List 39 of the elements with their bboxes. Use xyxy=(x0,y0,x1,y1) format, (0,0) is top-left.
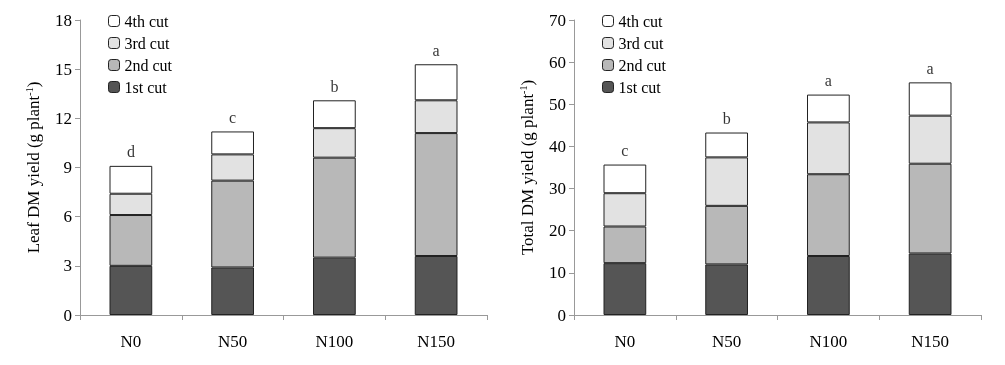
legend-label: 2nd cut xyxy=(124,56,173,74)
y-tick-label: 9 xyxy=(63,158,72,177)
y-tick-label: 3 xyxy=(63,256,72,276)
x-tick-label: N0 xyxy=(614,332,636,351)
legend-label: 2nd cut xyxy=(618,56,667,74)
y-tick-label: 18 xyxy=(55,10,72,30)
y-tick-label: 40 xyxy=(549,136,566,156)
legend-label: 3rd cut xyxy=(124,34,170,52)
legend-label: 1st cut xyxy=(124,78,168,96)
legend-label: 3rd cut xyxy=(618,34,664,52)
annotation: c xyxy=(229,108,237,126)
y-tick-label: 15 xyxy=(55,59,72,79)
x-tick-label: N50 xyxy=(217,332,248,351)
y-tick-label: 12 xyxy=(55,108,72,128)
y-tick-label: 50 xyxy=(549,94,566,114)
y-tick-label: 70 xyxy=(549,10,566,30)
legend-label: 4th cut xyxy=(124,12,170,30)
y-tick-label: 6 xyxy=(63,207,72,227)
y-tick-label: 30 xyxy=(549,179,566,199)
y-tick-label: 60 xyxy=(549,52,566,72)
y-tick-label: 20 xyxy=(549,221,566,241)
x-tick-label: N100 xyxy=(315,332,354,351)
x-tick-label: N150 xyxy=(911,332,950,351)
x-tick-label: N50 xyxy=(711,332,742,351)
y-tick-label: 0 xyxy=(63,305,72,325)
x-tick-label: N0 xyxy=(120,332,142,351)
annotation: a xyxy=(824,72,832,90)
y-tick-label: 0 xyxy=(557,305,566,325)
annotation: a xyxy=(926,59,934,77)
annotation: c xyxy=(621,142,629,160)
annotation: b xyxy=(330,77,339,95)
x-tick-label: N100 xyxy=(809,332,848,351)
y-tick-label: 10 xyxy=(549,263,566,283)
x-tick-label: N150 xyxy=(417,332,456,351)
legend-label: 4th cut xyxy=(618,12,664,30)
annotation: b xyxy=(722,110,731,128)
annotation: d xyxy=(126,143,135,161)
annotation: a xyxy=(432,41,440,59)
legend-label: 1st cut xyxy=(618,78,662,96)
